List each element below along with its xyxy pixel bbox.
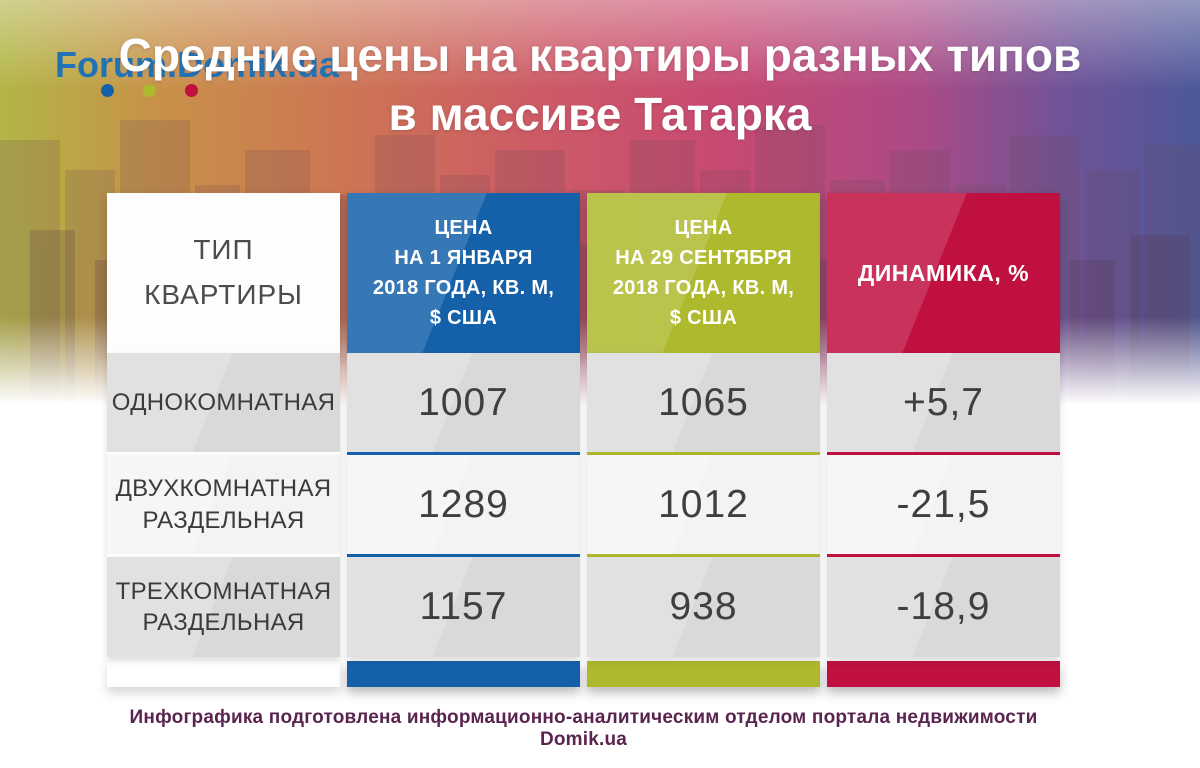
page-title-line1: Средние цены на квартиры разных типов [118, 29, 1082, 81]
value: -21,5 [896, 482, 991, 526]
header-line: ДИНАМИКА, % [857, 259, 1030, 286]
value: 1289 [418, 482, 509, 526]
cell-price-jan-row-0: 1007 [347, 353, 580, 455]
row-label: РАЗДЕЛЬНАЯ [142, 506, 305, 534]
cell-dynamics-row-1: -21,5 [827, 455, 1060, 557]
site-logo[interactable]: Forum.Domik.ua [55, 44, 340, 97]
column-header-price-september: ЦЕНА НА 29 СЕНТЯБРЯ 2018 ГОДА, КВ. М, $ … [587, 193, 820, 353]
column-footer-bar-red [827, 661, 1060, 687]
cell-type-row-0: ОДНОКОМНАТНАЯ [107, 353, 340, 455]
column-footer-bar-blue [347, 661, 580, 687]
column-dynamics: ДИНАМИКА, % +5,7 -21,5 -18,9 [827, 193, 1060, 687]
logo-text: Forum.Domik.ua [55, 44, 340, 85]
cell-price-sep-row-1: 1012 [587, 455, 820, 557]
logo-dot-green [143, 84, 156, 97]
page-title: Средние цены на квартиры разных типов в … [0, 26, 1200, 144]
column-price-september: ЦЕНА НА 29 СЕНТЯБРЯ 2018 ГОДА, КВ. М, $ … [587, 193, 820, 687]
header-line: 2018 ГОДА, КВ. М, [372, 277, 555, 299]
cell-price-jan-row-2: 1157 [347, 557, 580, 657]
row-label: ОДНОКОМНАТНАЯ [111, 388, 336, 416]
column-footer-bar-green [587, 661, 820, 687]
column-footer-bar-white [107, 661, 340, 687]
attribution-text: Инфографика подготовлена информационно-а… [129, 707, 1038, 750]
header-line: КВАРТИРЫ [144, 279, 303, 310]
cell-dynamics-row-2: -18,9 [827, 557, 1060, 657]
value: 1157 [419, 585, 508, 628]
header-line: ТИП [193, 234, 254, 266]
cell-price-jan-row-1: 1289 [347, 455, 580, 557]
cell-price-sep-row-2: 938 [587, 557, 820, 657]
row-label: ДВУХКОМНАТНАЯ [115, 475, 332, 503]
logo-dot-blue [101, 84, 114, 97]
cell-type-row-2: ТРЕХКОМНАТНАЯ РАЗДЕЛЬНАЯ [107, 557, 340, 657]
cell-price-sep-row-0: 1065 [587, 353, 820, 455]
logo-dots [101, 84, 198, 97]
header-line: $ США [669, 307, 738, 329]
header-line: ЦЕНА [674, 217, 733, 239]
column-price-january: ЦЕНА НА 1 ЯНВАРЯ 2018 ГОДА, КВ. М, $ США… [347, 193, 580, 687]
value: +5,7 [903, 380, 984, 424]
header-line: НА 1 ЯНВАРЯ [394, 247, 533, 269]
column-header-type: ТИП КВАРТИРЫ [107, 193, 340, 353]
value: 1007 [418, 380, 509, 424]
page-title-line2: в массиве Татарка [388, 87, 812, 140]
column-header-price-january: ЦЕНА НА 1 ЯНВАРЯ 2018 ГОДА, КВ. М, $ США [347, 193, 580, 353]
value: -18,9 [896, 585, 991, 628]
sky-band [0, 0, 1200, 90]
value: 938 [669, 585, 738, 628]
header-line: НА 29 СЕНТЯБРЯ [615, 247, 792, 269]
logo-dot-red [185, 84, 198, 97]
cell-dynamics-row-0: +5,7 [827, 353, 1060, 455]
value: 1012 [658, 482, 749, 526]
header-line: $ США [429, 307, 498, 329]
cell-type-row-1: ДВУХКОМНАТНАЯ РАЗДЕЛЬНАЯ [107, 455, 340, 557]
value: 1065 [658, 380, 749, 424]
header-line: ЦЕНА [434, 217, 493, 239]
column-header-dynamics: ДИНАМИКА, % [827, 193, 1060, 353]
row-label: ТРЕХКОМНАТНАЯ [115, 577, 332, 605]
header-line: 2018 ГОДА, КВ. М, [612, 277, 795, 299]
price-table: ТИП КВАРТИРЫ ОДНОКОМНАТНАЯ ДВУХКОМНАТНАЯ… [107, 193, 1060, 687]
row-label: РАЗДЕЛЬНАЯ [142, 609, 305, 636]
column-type: ТИП КВАРТИРЫ ОДНОКОМНАТНАЯ ДВУХКОМНАТНАЯ… [107, 193, 340, 687]
